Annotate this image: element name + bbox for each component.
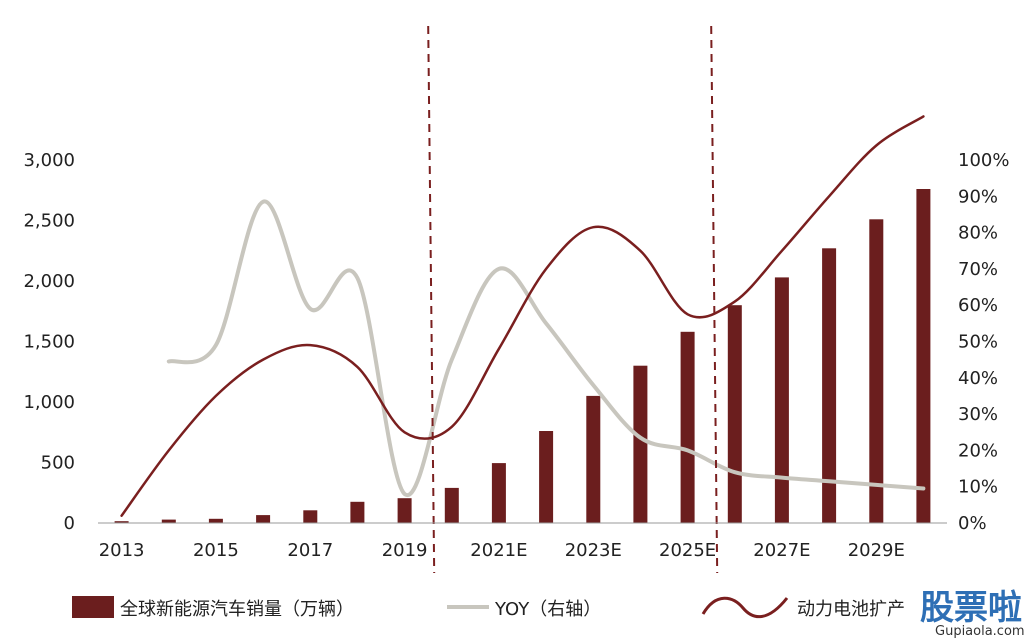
watermark-logo: 股票啦 Gupiaola.com (918, 585, 1030, 639)
bar-2023E (586, 395, 601, 523)
y-tick-label: 2,000 (23, 271, 75, 292)
y2-tick-label: 100% (958, 150, 1009, 171)
left-axis-ticks: 0 500 1,000 1,500 2,000 2,500 3,000 (23, 150, 75, 534)
bar-2024E (633, 365, 648, 523)
legend-label-sales: 全球新能源汽车销量（万辆） (120, 599, 354, 620)
legend-swatch-battery (701, 596, 789, 618)
y-tick-label: 0 (64, 513, 75, 534)
y-tick-label: 2,500 (23, 211, 75, 232)
bar-2028E (822, 248, 837, 524)
bar-2029E (869, 219, 884, 524)
y2-tick-label: 60% (958, 295, 998, 316)
y2-tick-label: 70% (958, 259, 998, 280)
x-axis-ticks: 2013 2015 2017 2019 2021E 2023E 2025E 2027E 2029… (99, 540, 905, 561)
legend-label-battery: 动力电池扩产 (797, 599, 905, 620)
x-tick-label: 2015 (193, 540, 239, 561)
y-tick-label: 500 (41, 453, 75, 474)
x-tick-label: 2013 (99, 540, 145, 561)
divider-line-2 (710, 25, 719, 574)
bar-2015 (208, 518, 223, 523)
bar-2030E (916, 189, 931, 523)
x-tick-label: 2027E (753, 540, 810, 561)
y2-tick-label: 40% (958, 368, 998, 389)
y2-tick-label: 80% (958, 223, 998, 244)
bar-2022E (539, 431, 554, 523)
legend-label-yoy: YOY（右轴） (494, 599, 601, 620)
x-tick-label: 2017 (287, 540, 333, 561)
x-tick-label: 2025E (659, 540, 716, 561)
y2-tick-label: 20% (958, 440, 998, 461)
period-dividers (427, 25, 719, 574)
bar-2017 (303, 510, 318, 523)
y2-tick-label: 30% (958, 404, 998, 425)
bar-2021E (491, 463, 506, 523)
bar-2018 (350, 501, 365, 523)
y2-tick-label: 0% (958, 513, 987, 534)
yoy-line (166, 199, 926, 498)
bar-2025E (680, 331, 695, 523)
y2-tick-label: 50% (958, 332, 998, 353)
x-tick-label: 2021E (470, 540, 527, 561)
x-tick-label: 2019 (382, 540, 428, 561)
y-tick-label: 3,000 (23, 150, 75, 171)
bar-series (114, 189, 931, 524)
bar-2013 (114, 521, 129, 523)
legend: 全球新能源汽车销量（万辆） YOY（右轴） 动力电池扩产 (72, 596, 905, 620)
watermark-brand: 股票啦 (920, 588, 1022, 628)
bar-2026E (727, 305, 742, 523)
legend-swatch-sales (72, 596, 114, 618)
y2-tick-label: 90% (958, 186, 998, 207)
divider-line-1 (427, 25, 436, 574)
right-axis-ticks: 0% 10% 20% 30% 40% 50% 60% 70% 80% 90% 100% (958, 150, 1009, 534)
battery-expansion-line (120, 115, 925, 517)
x-tick-label: 2029E (848, 540, 905, 561)
watermark-url: Gupiaola.com (935, 624, 1025, 639)
x-tick-label: 2023E (565, 540, 622, 561)
y-tick-label: 1,500 (23, 332, 75, 353)
bar-2016 (256, 515, 271, 523)
y-tick-label: 1,000 (23, 392, 75, 413)
bar-2027E (774, 277, 789, 523)
bar-2014 (161, 519, 176, 523)
y2-tick-label: 10% (958, 477, 998, 498)
bar-2020 (444, 487, 459, 523)
line-series (120, 115, 926, 517)
bar-2019 (397, 498, 412, 523)
